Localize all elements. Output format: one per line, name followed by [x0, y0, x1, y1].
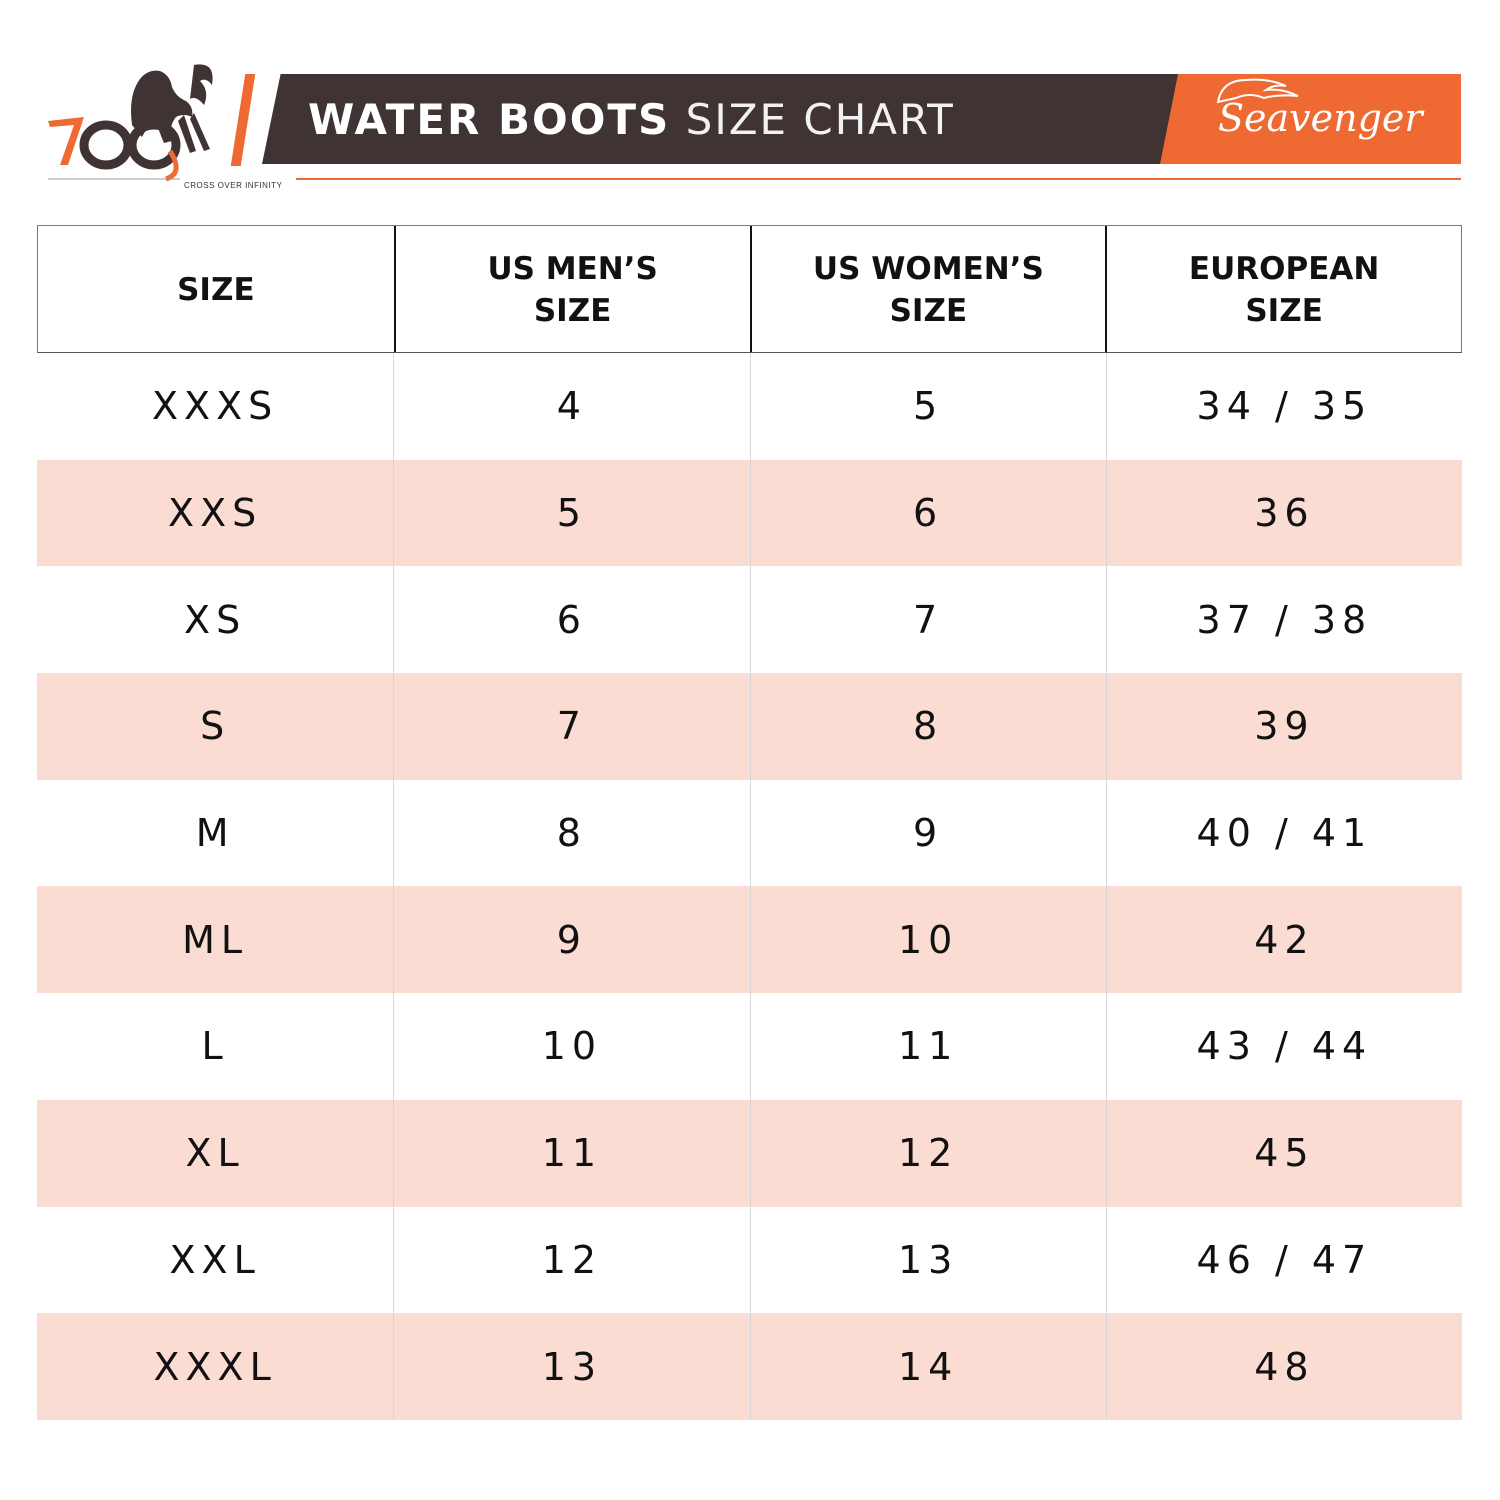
cell-size: XXXS	[152, 384, 279, 429]
header-size: SIZE	[177, 272, 255, 308]
cell-us-womens: 7	[749, 566, 1106, 674]
cell-size: M	[195, 811, 235, 856]
cell-us-womens: 12	[749, 1099, 1106, 1207]
table-row: XS 6 7 37 / 38	[37, 566, 1462, 674]
title-banner	[262, 74, 1192, 164]
size-chart-table: SIZE US MEN’S SIZE US WOMEN’S SIZE EUROP…	[37, 225, 1462, 1420]
table-row: ML 9 10 42	[37, 886, 1462, 994]
table-row: XXL 12 13 46 / 47	[37, 1206, 1462, 1314]
table-header: SIZE US MEN’S SIZE US WOMEN’S SIZE EUROP…	[37, 225, 1462, 353]
cell-us-mens: 11	[393, 1099, 749, 1207]
cell-european: 46 / 47	[1105, 1206, 1462, 1314]
cell-size: S	[200, 704, 231, 749]
cell-us-mens: 10	[393, 993, 749, 1100]
title-light: SIZE CHART	[685, 95, 955, 144]
brand-logo: CROSS OVER INFINITY	[44, 55, 282, 195]
page-title: WATER BOOTS SIZE CHART	[308, 74, 955, 164]
dragon-crest-icon	[1216, 78, 1299, 104]
cell-size: XS	[184, 597, 247, 642]
cell-us-womens: 9	[749, 779, 1106, 887]
cell-size: XXS	[168, 491, 263, 536]
cell-us-mens: 6	[393, 566, 749, 674]
table-row: XXXS 4 5 34 / 35	[37, 353, 1462, 460]
cell-size: ML	[182, 917, 249, 962]
cell-us-mens: 8	[393, 779, 749, 887]
cell-us-mens: 9	[393, 886, 749, 994]
cell-us-mens: 5	[393, 459, 749, 567]
table-row: S 7 8 39	[37, 673, 1462, 780]
cell-size: XXL	[169, 1237, 261, 1282]
cell-us-mens: 4	[393, 353, 749, 460]
cell-european: 39	[1105, 673, 1462, 780]
table-row: XL 11 12 45	[37, 1099, 1462, 1207]
cell-european: 42	[1105, 886, 1462, 994]
header-us-mens-size: US MEN’S SIZE	[393, 226, 750, 352]
cell-us-mens: 12	[393, 1206, 749, 1314]
cell-european: 37 / 38	[1105, 566, 1462, 674]
brand-wordmark: Seavenger	[1218, 96, 1423, 140]
cell-european: 34 / 35	[1105, 353, 1462, 460]
table-row: L 10 11 43 / 44	[37, 993, 1462, 1100]
horse-infinity-logo-icon	[48, 64, 213, 182]
brand-banner	[1160, 74, 1461, 164]
cell-us-womens: 13	[749, 1206, 1106, 1314]
cell-european: 36	[1105, 459, 1462, 567]
cell-us-womens: 5	[749, 353, 1106, 460]
cell-size: L	[201, 1024, 229, 1069]
header-us-womens-size: US WOMEN’S SIZE	[749, 226, 1106, 352]
cell-us-womens: 14	[749, 1313, 1106, 1420]
table-row: M 8 9 40 / 41	[37, 779, 1462, 887]
cell-us-mens: 7	[393, 673, 749, 780]
cell-us-mens: 13	[393, 1313, 749, 1420]
cell-european: 40 / 41	[1105, 779, 1462, 887]
header-european-size: EUROPEAN SIZE	[1105, 226, 1461, 352]
table-row: XXS 5 6 36	[37, 459, 1462, 567]
header-divider	[296, 178, 1461, 180]
cell-european: 48	[1105, 1313, 1462, 1420]
cell-us-womens: 8	[749, 673, 1106, 780]
cell-us-womens: 6	[749, 459, 1106, 567]
cell-us-womens: 11	[749, 993, 1106, 1100]
cell-european: 43 / 44	[1105, 993, 1462, 1100]
cell-size: XXXL	[153, 1344, 277, 1389]
table-row: XXXL 13 14 48	[37, 1313, 1462, 1420]
cell-european: 45	[1105, 1099, 1462, 1207]
title-bold: WATER BOOTS	[308, 95, 671, 144]
cell-size: XL	[185, 1131, 245, 1176]
cell-us-womens: 10	[749, 886, 1106, 994]
logo-tagline: CROSS OVER INFINITY	[184, 181, 283, 190]
